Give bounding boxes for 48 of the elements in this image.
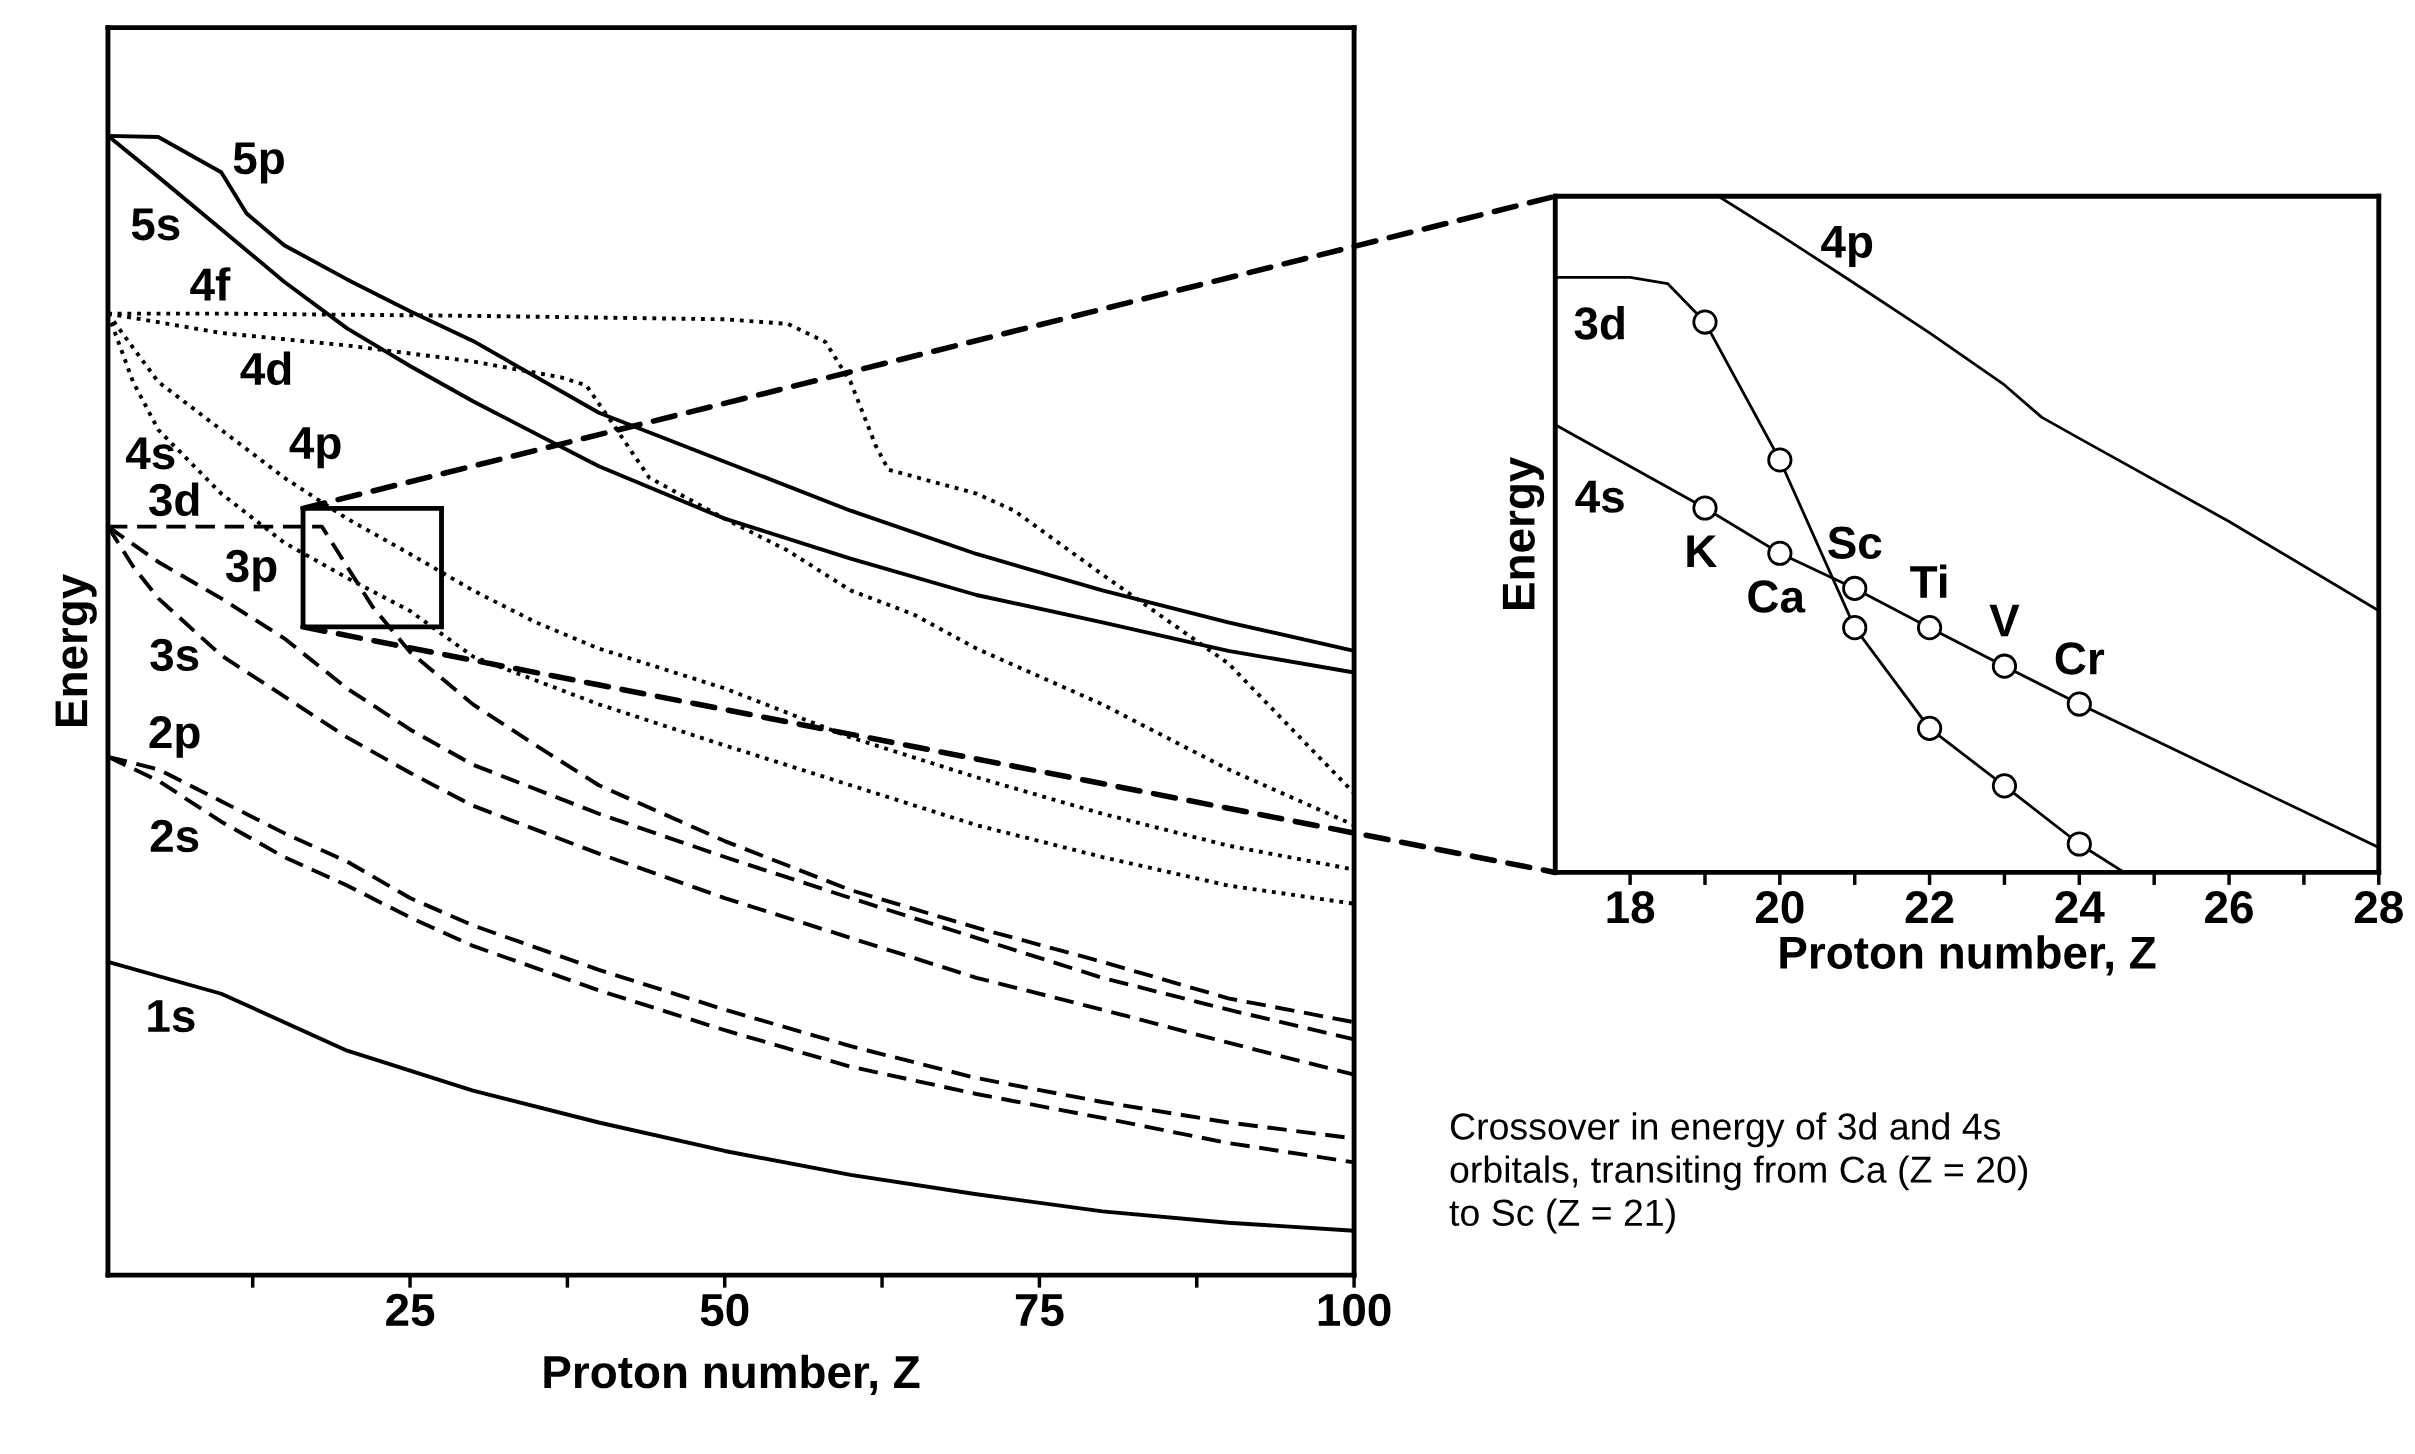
- x-tick-label: 26: [2205, 890, 2253, 924]
- point: [1917, 615, 1943, 641]
- point: [1842, 615, 1868, 641]
- point: [1842, 575, 1868, 602]
- point: [1692, 309, 1718, 335]
- x-tick-label: 25: [386, 1293, 435, 1327]
- x-axis-title: Proton number, Z: [1780, 935, 2156, 976]
- annotation: K: [1687, 535, 1717, 568]
- point: [2066, 831, 2092, 857]
- annotation: Cr: [2055, 642, 2105, 675]
- series-label: 5s: [131, 208, 180, 241]
- point: [1917, 715, 1943, 741]
- point: [1991, 773, 2018, 799]
- series-label: 2p: [149, 716, 200, 758]
- x-tick-label: 18: [1607, 890, 1655, 924]
- point: [1767, 540, 1793, 566]
- point: [1692, 495, 1718, 521]
- x-tick-label: 20: [1755, 890, 1804, 924]
- series-label: 4p: [289, 427, 341, 469]
- series-label: 2s: [150, 819, 199, 853]
- point: [1991, 653, 2018, 679]
- y-axis-title: Energy: [55, 573, 97, 727]
- series-label: 4f: [190, 267, 231, 301]
- series-label: 1s: [148, 1000, 195, 1033]
- annotation: V: [1989, 604, 2020, 637]
- series-label: 4s: [125, 437, 175, 470]
- x-tick-label: 75: [1015, 1294, 1064, 1327]
- x-tick-label: 50: [700, 1293, 749, 1327]
- annotation: Ti: [1910, 564, 1947, 598]
- annotation: Sc: [1828, 526, 1882, 560]
- x-tick-label: 100: [1318, 1293, 1391, 1327]
- point: [1767, 447, 1793, 473]
- x-axis-title: Proton number, Z: [544, 1354, 920, 1395]
- annotation: Ca: [1748, 580, 1806, 613]
- series-label: 3d: [1574, 306, 1624, 340]
- series-label: 4p: [1821, 225, 1873, 268]
- series-label: 4d: [240, 351, 291, 386]
- series-label: 5p: [233, 142, 284, 184]
- series-label: 3s: [150, 638, 199, 672]
- text: Crossover in energy of 3d and 4s orbitals, transiting from Ca (Z = 20) to Sc (Z = 21): [1449, 1112, 2028, 1234]
- y-axis-title: Energy: [1502, 456, 1545, 609]
- series-label: 3p: [225, 549, 277, 592]
- x-tick-label: 28: [2354, 890, 2403, 924]
- x-tick-label: 24: [2055, 890, 2105, 923]
- series-label: 4s: [1575, 480, 1624, 513]
- series-label: 3d: [148, 482, 199, 517]
- x-tick-label: 22: [1905, 890, 1954, 923]
- point: [2066, 691, 2092, 717]
